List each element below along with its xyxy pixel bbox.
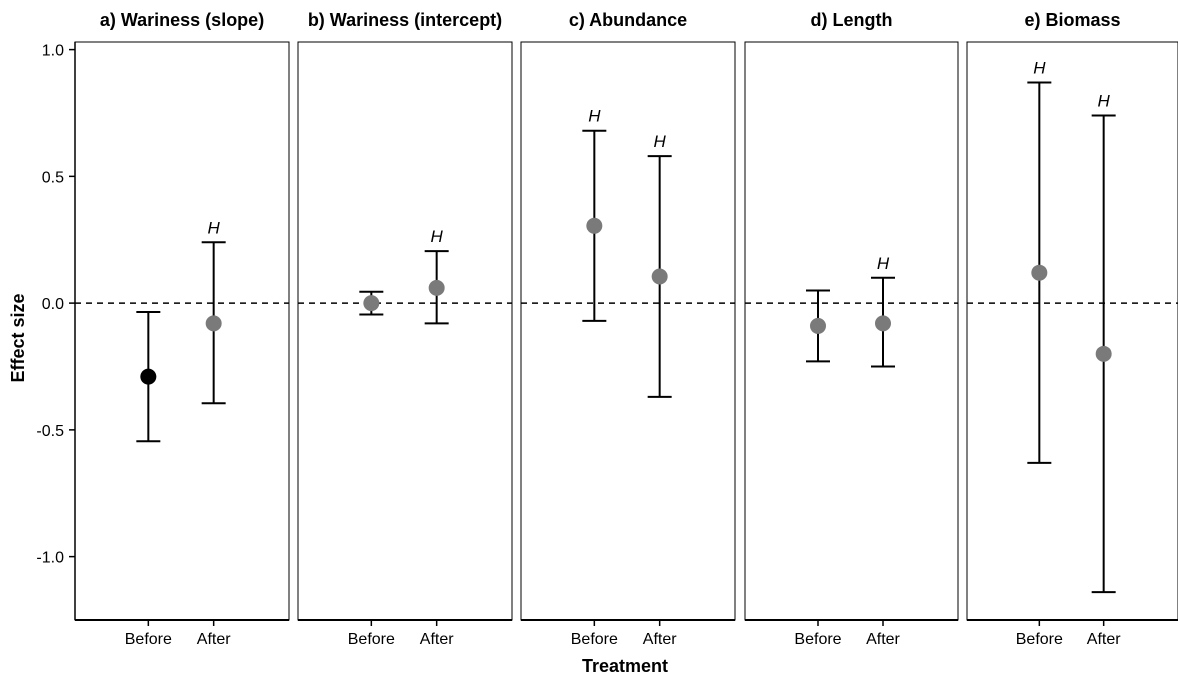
x-tick-label: Before	[794, 631, 841, 648]
errorbar-group: H	[647, 132, 672, 398]
y-axis-title: Effect size	[8, 293, 28, 382]
errorbar-group: H	[424, 227, 449, 325]
y-axis: 1.0 0.5 0.0 -0.5 -1.0	[36, 42, 76, 620]
x-axis-title: Treatment	[582, 656, 668, 675]
x-tick-label: After	[866, 631, 900, 648]
significance-label: H	[1033, 59, 1046, 78]
data-point	[363, 295, 380, 312]
errorbar-group	[359, 290, 384, 316]
significance-label: H	[1098, 92, 1111, 111]
errorbar-group: H	[871, 254, 895, 368]
significance-label: H	[431, 227, 444, 246]
significance-label: H	[654, 132, 667, 151]
errorbar-group	[136, 310, 161, 443]
x-tick-label: Before	[571, 631, 618, 648]
data-point	[205, 315, 222, 332]
data-point	[428, 279, 445, 296]
x-tick-label: After	[197, 631, 231, 648]
x-tick-label: After	[420, 631, 454, 648]
data-point	[140, 368, 157, 385]
facet-panel: e) Biomass Before After H H	[966, 10, 1178, 648]
facet-panel: d) Length Before After H	[744, 10, 959, 648]
panel-border	[297, 41, 513, 621]
data-point	[1031, 264, 1048, 281]
y-tick-label: 0.5	[42, 169, 64, 186]
panel-border	[74, 41, 290, 621]
panel-border	[966, 41, 1178, 621]
y-tick-label: 0.0	[42, 296, 64, 313]
facets-layer: a) Wariness (slope) Before After Hb) Warine…	[74, 10, 1178, 648]
panel-border	[520, 41, 736, 621]
data-point	[651, 268, 668, 285]
y-tick-label: -0.5	[36, 423, 64, 440]
data-point	[810, 317, 826, 334]
significance-label: H	[877, 254, 890, 273]
facet-panel: a) Wariness (slope) Before After H	[74, 10, 290, 648]
data-point	[586, 217, 603, 234]
data-point	[1095, 345, 1112, 362]
errorbar-group: H	[201, 218, 226, 405]
x-tick-label: Before	[348, 631, 395, 648]
panel-border	[744, 41, 959, 621]
significance-label: H	[208, 218, 221, 237]
y-tick-label: -1.0	[36, 550, 64, 567]
facet-title: a) Wariness (slope)	[100, 10, 264, 30]
x-tick-label: Before	[125, 631, 172, 648]
x-tick-label: After	[643, 631, 677, 648]
significance-label: H	[588, 107, 601, 126]
errorbar-group: H	[582, 107, 607, 322]
x-tick-label: After	[1087, 631, 1121, 648]
x-tick-label: Before	[1016, 631, 1063, 648]
facet-title: c) Abundance	[569, 10, 687, 30]
facet-panel: b) Wariness (intercept) Before After H	[297, 10, 513, 648]
facet-panel: c) Abundance Before After H H	[520, 10, 736, 648]
data-point	[875, 315, 891, 332]
facet-title: d) Length	[811, 10, 893, 30]
facet-title: e) Biomass	[1024, 10, 1120, 30]
errorbar-group: H	[1091, 92, 1116, 594]
facet-title: b) Wariness (intercept)	[308, 10, 502, 30]
errorbar-group: H	[1027, 59, 1052, 464]
errorbar-group	[806, 289, 830, 363]
y-tick-label: 1.0	[42, 43, 64, 60]
